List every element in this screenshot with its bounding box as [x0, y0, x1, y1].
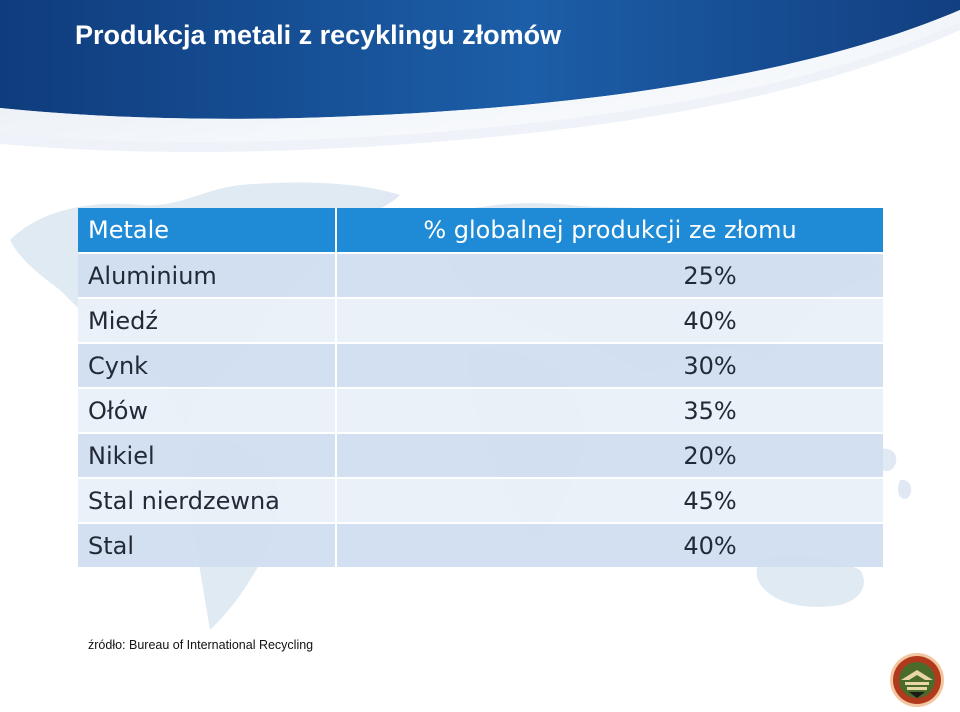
table-row: Ołów 35% — [78, 389, 883, 434]
table-row: Stal 40% — [78, 524, 883, 567]
cell-metal: Stal — [78, 524, 337, 567]
cell-percent: 30% — [337, 344, 883, 389]
header-metal: Metale — [78, 208, 337, 254]
table-row: Stal nierdzewna 45% — [78, 479, 883, 524]
table-row: Miedź 40% — [78, 299, 883, 344]
cell-percent: 40% — [337, 524, 883, 567]
cell-metal: Cynk — [78, 344, 337, 389]
table-row: Cynk 30% — [78, 344, 883, 389]
cell-metal: Miedź — [78, 299, 337, 344]
slide-title: Produkcja metali z recyklingu złomów — [75, 20, 562, 50]
table-row: Aluminium 25% — [78, 254, 883, 299]
cell-percent: 40% — [337, 299, 883, 344]
header-percent: % globalnej produkcji ze złomu — [337, 208, 883, 254]
cell-percent: 20% — [337, 434, 883, 479]
cell-percent: 25% — [337, 254, 883, 299]
table-header-row: Metale % globalnej produkcji ze złomu — [78, 208, 883, 254]
metals-recycling-table: Metale % globalnej produkcji ze złomu Al… — [78, 208, 883, 567]
header-swoosh — [0, 0, 960, 153]
cell-metal: Nikiel — [78, 434, 337, 479]
cell-percent: 45% — [337, 479, 883, 524]
cell-percent: 35% — [337, 389, 883, 434]
table-row: Nikiel 20% — [78, 434, 883, 479]
cell-metal: Stal nierdzewna — [78, 479, 337, 524]
cell-metal: Aluminium — [78, 254, 337, 299]
recycling-logo-icon — [890, 653, 944, 707]
cell-metal: Ołów — [78, 389, 337, 434]
source-note: źródło: Bureau of International Recyclin… — [88, 638, 314, 652]
